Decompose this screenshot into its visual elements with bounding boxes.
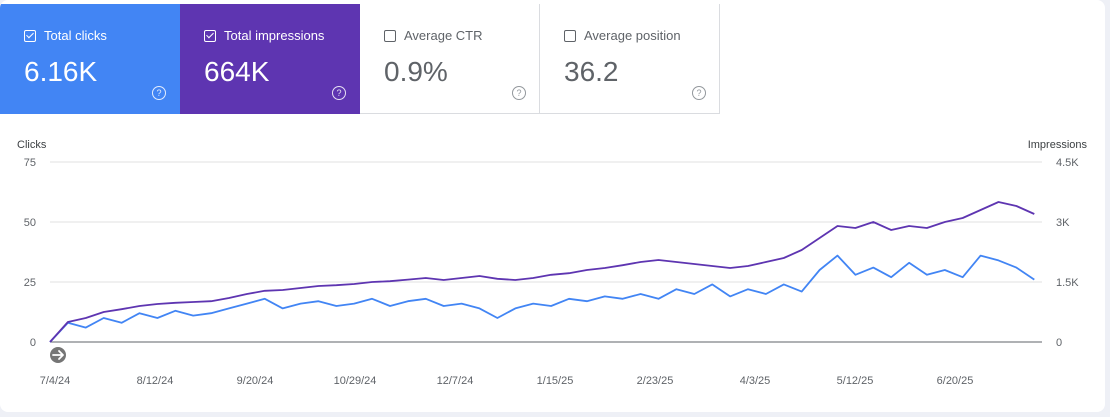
x-tick-label: 1/15/25 (537, 375, 574, 387)
help-icon[interactable]: ? (152, 86, 166, 100)
metric-total-impressions[interactable]: Total impressions 664K ? (180, 4, 360, 114)
metric-tabs: Total clicks 6.16K ? Total impressions 6… (0, 4, 720, 114)
series-line-clicks (49, 254, 1035, 343)
performance-chart: 0 0 25 1.5K 50 3K 75 4.5K Clicks Impressions 7/4/2… (17, 139, 1088, 387)
x-tick-label: 5/12/25 (837, 375, 874, 387)
y-right-tick-label: 0 (1056, 337, 1062, 349)
metric-value: 36.2 (564, 56, 619, 87)
series-line-impressions (49, 201, 1035, 343)
metric-value: 664K (204, 56, 270, 87)
y-left-tick-label: 75 (24, 157, 36, 169)
x-tick-label: 12/7/24 (437, 375, 474, 387)
metric-total-clicks[interactable]: Total clicks 6.16K ? (0, 4, 180, 114)
y-right-tick-label: 4.5K (1056, 157, 1079, 169)
metric-label: Average position (584, 28, 681, 43)
checkbox-unchecked-icon[interactable] (384, 29, 396, 42)
x-tick-label: 10/29/24 (334, 375, 377, 387)
metric-value: 6.16K (24, 56, 98, 87)
checkbox-checked-icon[interactable] (24, 29, 36, 42)
y-right-tick-label: 1.5K (1056, 277, 1079, 289)
x-tick-label: 7/4/24 (40, 375, 71, 387)
x-tick-label: 4/3/25 (740, 375, 771, 387)
help-icon[interactable]: ? (692, 86, 706, 100)
y-left-tick-label: 25 (24, 277, 36, 289)
y-right-tick-label: 3K (1056, 217, 1070, 229)
y-left-tick-label: 0 (30, 337, 36, 349)
metric-average-ctr[interactable]: Average CTR 0.9% ? (360, 4, 540, 114)
x-tick-label: 8/12/24 (137, 375, 174, 387)
metric-header: Average position (564, 28, 681, 43)
arrow-right-icon (52, 350, 64, 360)
checkbox-unchecked-icon[interactable] (564, 29, 576, 42)
help-icon[interactable]: ? (512, 86, 526, 100)
metric-header: Total clicks (24, 28, 107, 43)
metric-average-position[interactable]: Average position 36.2 ? (540, 4, 720, 114)
x-tick-label: 6/20/25 (937, 375, 974, 387)
y-left-tick-label: 50 (24, 217, 36, 229)
y-right-axis-title: Impressions (1028, 139, 1088, 151)
metric-value: 0.9% (384, 56, 448, 87)
checkbox-checked-icon[interactable] (204, 29, 216, 42)
y-left-axis-title: Clicks (17, 139, 47, 151)
metric-header: Total impressions (204, 28, 324, 43)
metric-label: Total impressions (224, 28, 325, 43)
x-tick-label: 2/23/25 (637, 375, 674, 387)
metric-header: Average CTR (384, 28, 483, 43)
metric-label: Average CTR (404, 28, 483, 43)
help-icon[interactable]: ? (332, 86, 346, 100)
metric-label: Total clicks (44, 28, 107, 43)
x-tick-label: 9/20/24 (237, 375, 274, 387)
